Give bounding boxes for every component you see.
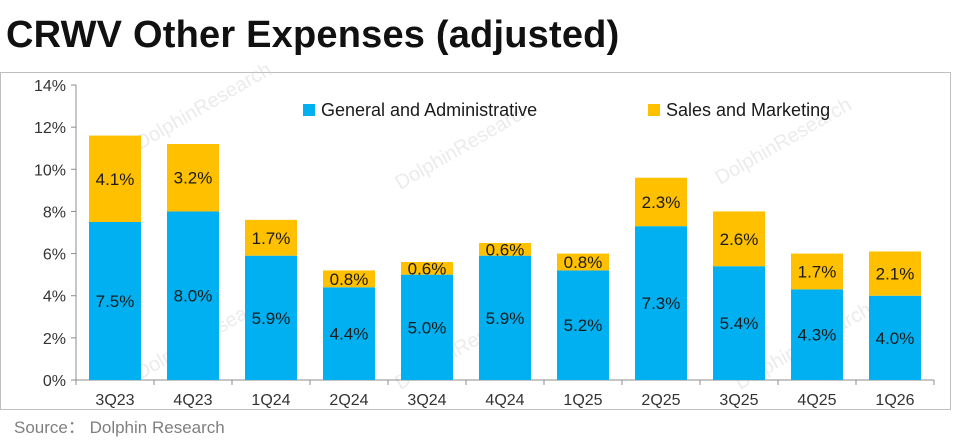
data-label: 0.6% bbox=[486, 240, 525, 259]
bar-sales-marketing bbox=[791, 253, 843, 290]
y-tick-label: 12% bbox=[34, 120, 66, 137]
chart-title: CRWV Other Expenses (adjusted) bbox=[6, 14, 620, 56]
bar-general-admin bbox=[635, 226, 687, 380]
y-tick-label: 14% bbox=[34, 78, 66, 95]
data-label: 7.3% bbox=[642, 294, 681, 313]
y-tick-label: 2% bbox=[43, 331, 66, 348]
bar-general-admin bbox=[869, 295, 921, 380]
bar-sales-marketing bbox=[479, 243, 531, 256]
bar-general-admin bbox=[323, 287, 375, 380]
data-label: 0.8% bbox=[564, 253, 603, 272]
source-note: Source： Dolphin Research bbox=[14, 418, 225, 437]
bar-general-admin bbox=[167, 211, 219, 380]
chart-frame bbox=[0, 72, 951, 410]
x-tick-label: 1Q25 bbox=[563, 392, 602, 409]
data-label: 5.9% bbox=[486, 309, 525, 328]
data-label: 2.1% bbox=[876, 265, 915, 284]
bar-general-admin bbox=[791, 289, 843, 380]
data-label: 4.0% bbox=[876, 329, 915, 348]
y-tick-label: 6% bbox=[43, 247, 66, 264]
x-tick-label: 2Q25 bbox=[641, 392, 680, 409]
data-label: 2.6% bbox=[720, 230, 759, 249]
bar-general-admin bbox=[713, 266, 765, 380]
data-label: 5.0% bbox=[408, 318, 447, 337]
bar-sales-marketing bbox=[713, 211, 765, 267]
y-tick-label: 8% bbox=[43, 204, 66, 221]
bar-general-admin bbox=[557, 270, 609, 380]
axes: 0% 2% 4% 6% 8% 10% 12% 14% 3Q23 4Q23 1Q24 2Q24 3Q24 4… bbox=[34, 78, 935, 409]
bar-sales-marketing bbox=[635, 177, 687, 227]
data-label: 1.7% bbox=[798, 262, 837, 281]
data-label: 0.6% bbox=[408, 259, 447, 278]
bars: 7.5% 4.1% 8.0% 3.2% 5.9% 1.7% 4.4% 0.8% 5.0% 0.6%… bbox=[89, 135, 921, 380]
watermark-text: DolphinResearch bbox=[132, 59, 276, 155]
bar-general-admin bbox=[479, 255, 531, 380]
data-label: 5.4% bbox=[720, 314, 759, 333]
data-label: 4.3% bbox=[798, 326, 837, 345]
legend-swatch bbox=[303, 104, 315, 116]
y-tick-label: 0% bbox=[43, 373, 66, 390]
x-tick-label: 3Q23 bbox=[95, 392, 134, 409]
y-tick-label: 10% bbox=[34, 162, 66, 179]
legend: General and Administrative Sales and Mark… bbox=[303, 100, 830, 120]
data-label: 5.9% bbox=[252, 309, 291, 328]
x-tick-label: 4Q24 bbox=[485, 392, 524, 409]
x-tick-label: 4Q25 bbox=[797, 392, 836, 409]
x-tick-label: 1Q24 bbox=[251, 392, 290, 409]
bar-sales-marketing bbox=[167, 144, 219, 212]
bar-sales-marketing bbox=[245, 219, 297, 256]
data-label: 4.4% bbox=[330, 325, 369, 344]
bar-sales-marketing bbox=[401, 262, 453, 275]
bar-sales-marketing bbox=[89, 135, 141, 222]
bar-sales-marketing bbox=[557, 253, 609, 271]
data-label: 1.7% bbox=[252, 229, 291, 248]
bar-general-admin bbox=[401, 274, 453, 380]
data-label: 5.2% bbox=[564, 316, 603, 335]
x-tick-label: 3Q25 bbox=[719, 392, 758, 409]
data-label: 7.5% bbox=[96, 292, 135, 311]
x-tick-label: 2Q24 bbox=[329, 392, 368, 409]
legend-label: Sales and Marketing bbox=[666, 100, 830, 120]
legend-swatch bbox=[648, 104, 660, 116]
data-label: 4.1% bbox=[96, 170, 135, 189]
bar-general-admin bbox=[89, 221, 141, 380]
data-label: 0.8% bbox=[330, 270, 369, 289]
y-tick-label: 4% bbox=[43, 289, 66, 306]
bar-general-admin bbox=[245, 255, 297, 380]
x-tick-label: 3Q24 bbox=[407, 392, 446, 409]
x-tick-label: 4Q23 bbox=[173, 392, 212, 409]
data-label: 3.2% bbox=[174, 169, 213, 188]
x-tick-label: 1Q26 bbox=[875, 392, 914, 409]
data-label: 2.3% bbox=[642, 193, 681, 212]
bar-sales-marketing bbox=[869, 251, 921, 296]
bar-sales-marketing bbox=[323, 270, 375, 288]
legend-label: General and Administrative bbox=[321, 100, 537, 120]
data-label: 8.0% bbox=[174, 287, 213, 306]
